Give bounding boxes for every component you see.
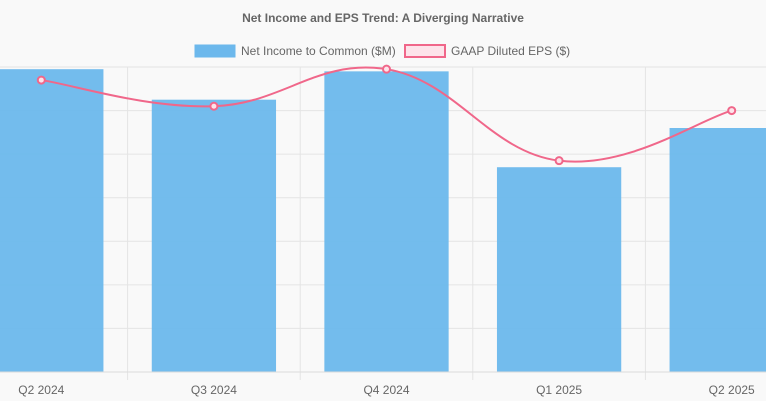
chart-title: Net Income and EPS Trend: A Diverging Na… xyxy=(242,11,524,25)
legend-swatch-net-income xyxy=(194,44,236,58)
bar-net-income-q2-2025[interactable] xyxy=(669,128,766,372)
x-tick-label: Q4 2024 xyxy=(363,383,409,397)
point-eps-q2-2025[interactable] xyxy=(727,106,737,116)
bar-net-income-q1-2025[interactable] xyxy=(496,167,622,372)
x-tick-label: Q1 2025 xyxy=(536,383,582,397)
legend-item-eps[interactable]: GAAP Diluted EPS ($) xyxy=(404,44,570,58)
legend: Net Income to Common ($M) GAAP Diluted E… xyxy=(194,44,570,58)
point-eps-q3-2024[interactable] xyxy=(209,101,219,111)
legend-label-eps: GAAP Diluted EPS ($) xyxy=(451,44,570,58)
x-axis: Q2 2024 Q3 2024 Q4 2024 Q1 2025 Q2 2025 xyxy=(0,371,766,397)
bar-net-income-q4-2024[interactable] xyxy=(324,71,449,372)
legend-item-net-income[interactable]: Net Income to Common ($M) xyxy=(194,44,396,58)
x-tick-label: Q3 2024 xyxy=(191,383,237,397)
point-eps-q2-2024[interactable] xyxy=(36,75,46,85)
legend-label-net-income: Net Income to Common ($M) xyxy=(241,44,396,58)
x-tick-label: Q2 2025 xyxy=(709,383,755,397)
bar-net-income-q3-2024[interactable] xyxy=(151,99,277,372)
legend-swatch-eps xyxy=(404,44,446,58)
bar-net-income-q2-2024[interactable] xyxy=(0,69,104,372)
bar-series xyxy=(0,69,766,372)
line-series xyxy=(36,64,737,166)
x-tick-label: Q2 2024 xyxy=(18,383,64,397)
point-eps-q4-2024[interactable] xyxy=(382,64,391,74)
point-eps-q1-2025[interactable] xyxy=(554,156,564,166)
